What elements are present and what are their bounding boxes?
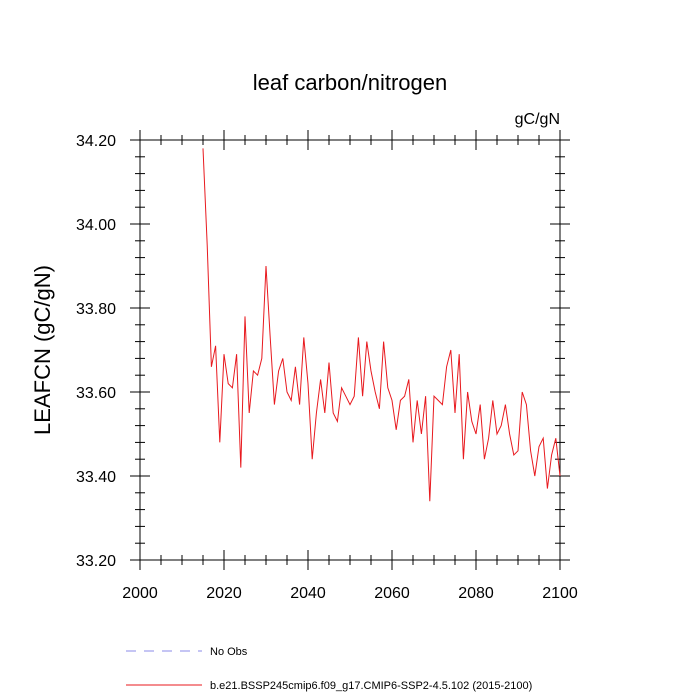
series-group bbox=[202, 148, 561, 502]
y-tick-label: 33.20 bbox=[76, 553, 116, 570]
units-label: gC/gN bbox=[515, 111, 560, 128]
chart-title: leaf carbon/nitrogen bbox=[253, 70, 447, 95]
y-axis-label: LEAFCN (gC/gN) bbox=[30, 265, 55, 435]
y-tick-label: 34.20 bbox=[76, 133, 116, 150]
x-tick-label: 2000 bbox=[122, 585, 158, 602]
y-tick-label: 33.80 bbox=[76, 301, 116, 318]
x-tick-label: 2020 bbox=[206, 585, 242, 602]
plot-frame bbox=[139, 139, 561, 561]
x-tick-label: 2060 bbox=[374, 585, 410, 602]
y-tick-label: 34.00 bbox=[76, 217, 116, 234]
legend-label-no-obs: No Obs bbox=[210, 646, 248, 658]
x-tick-label: 2080 bbox=[458, 585, 494, 602]
legend: No Obs b.e21.BSSP245cmip6.f09_g17.CMIP6-… bbox=[126, 646, 532, 692]
x-tick-label: 2040 bbox=[290, 585, 326, 602]
y-tick-label: 33.60 bbox=[76, 385, 116, 402]
axis-ticks bbox=[130, 130, 570, 570]
legend-label-model: b.e21.BSSP245cmip6.f09_g17.CMIP6-SSP2-4.… bbox=[210, 680, 532, 692]
axis-tick-labels: 2000 2020 2040 2060 2080 2100 33.20 33.40 33.60 3… bbox=[76, 133, 578, 602]
series-line bbox=[202, 148, 561, 502]
y-tick-label: 33.40 bbox=[76, 469, 116, 486]
x-tick-label: 2100 bbox=[542, 585, 578, 602]
